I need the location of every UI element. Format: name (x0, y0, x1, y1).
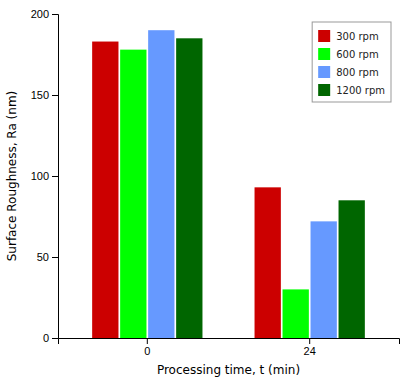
x-tick-mark (147, 338, 148, 344)
y-tick-mark (52, 257, 58, 258)
y-tick-label: 200 (31, 8, 49, 20)
legend-swatch (318, 48, 330, 60)
x-tick-mark (309, 338, 310, 344)
bar (120, 50, 146, 338)
bar (339, 200, 365, 338)
y-axis-title: Surface Roughness, Ra (nm) (5, 91, 19, 262)
bars (92, 30, 365, 338)
plot: 0 50 100 150 200 0 24 Processing time, t (min) S… (5, 8, 400, 377)
y-tick-mark (52, 176, 58, 177)
bar (92, 42, 118, 338)
y-tick: 200 (31, 8, 58, 20)
legend-label: 600 rpm (336, 49, 378, 60)
y-tick: 50 (37, 251, 58, 263)
y-axis-line (52, 15, 59, 339)
bar (148, 30, 174, 338)
chart: 0 50 100 150 200 0 24 Processing time, t (min) S… (0, 0, 413, 384)
x-axis-title: Processing time, t (min) (157, 363, 300, 377)
legend-label: 300 rpm (336, 31, 378, 42)
bar (255, 187, 281, 338)
y-tick-label: 100 (31, 170, 49, 182)
chart-container: 0 50 100 150 200 0 24 Processing time, t (min) S… (0, 0, 413, 384)
x-tick: 24 (304, 338, 316, 357)
y-tick: 100 (31, 170, 58, 182)
legend-label: 800 rpm (336, 67, 378, 78)
legend: 300 rpm 600 rpm 800 rpm 1200 rpm (312, 22, 391, 102)
y-tick: 150 (31, 89, 58, 101)
x-tick: 0 (144, 338, 150, 357)
y-tick-label: 150 (31, 89, 49, 101)
y-tick-mark (52, 95, 58, 96)
bar (176, 38, 202, 338)
x-axis: 0 24 (59, 338, 400, 357)
legend-label: 1200 rpm (336, 85, 385, 96)
bar (283, 289, 309, 338)
legend-swatch (318, 66, 330, 78)
legend-swatch (318, 84, 330, 96)
x-axis-line (59, 339, 400, 345)
y-tick-label: 0 (43, 332, 49, 344)
y-tick-mark (52, 14, 58, 15)
legend-swatch (318, 30, 330, 42)
x-tick-label: 0 (144, 345, 150, 357)
y-tick: 0 (43, 332, 58, 344)
y-tick-mark (52, 338, 58, 339)
bar (311, 221, 337, 338)
legend-box (312, 22, 391, 102)
x-tick-label: 24 (304, 345, 316, 357)
y-tick-label: 50 (37, 251, 49, 263)
y-axis: 0 50 100 150 200 (31, 8, 59, 344)
